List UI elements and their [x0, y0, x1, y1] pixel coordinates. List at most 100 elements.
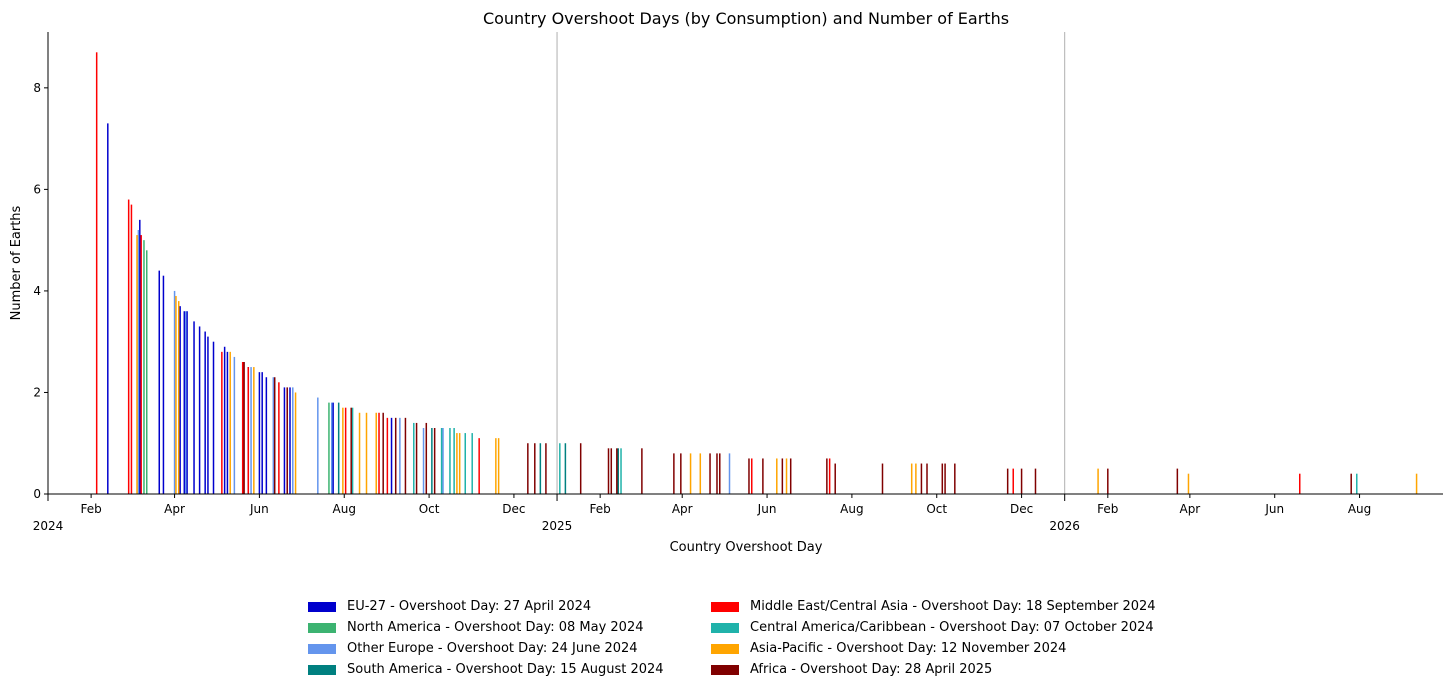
bar-series-4 — [478, 438, 480, 494]
bar-series-7 — [350, 407, 352, 494]
bar-series-4 — [386, 417, 389, 494]
bar-series-4 — [140, 235, 142, 495]
bar-series-6 — [776, 458, 778, 494]
legend-item: Middle East/Central Asia - Overshoot Day… — [711, 596, 1156, 617]
legend-item: South America - Overshoot Day: 15 August… — [308, 659, 664, 680]
bar-series-6 — [689, 453, 692, 494]
bar-series-6 — [294, 392, 297, 494]
legend-item: Other Europe - Overshoot Day: 24 June 20… — [308, 638, 638, 659]
legend-swatch — [308, 664, 336, 675]
bar-series-5 — [440, 428, 443, 494]
x-tick-label: Apr — [164, 502, 185, 516]
bar-series-6 — [456, 433, 458, 494]
bar-series-7 — [1176, 468, 1179, 494]
bar-series-0 — [226, 351, 229, 494]
bar-series-2 — [137, 230, 140, 494]
bar-series-5 — [1356, 473, 1358, 494]
bar-series-7 — [920, 463, 923, 494]
bar-series-1 — [328, 402, 330, 494]
bar-series-5 — [453, 428, 455, 494]
bar-series-0 — [179, 306, 181, 494]
bar-series-6 — [229, 351, 231, 494]
bar-series-5 — [559, 443, 561, 494]
bar-series-0 — [212, 341, 215, 494]
x-tick-label: Jun — [1264, 502, 1284, 516]
bar-series-4 — [751, 458, 753, 494]
bar-series-4 — [344, 407, 347, 494]
bar-series-5 — [449, 428, 451, 494]
legend-item: Africa - Overshoot Day: 28 April 2025 — [711, 659, 992, 680]
bar-series-0 — [198, 326, 201, 494]
bar-series-0 — [390, 417, 393, 494]
bar-series-7 — [394, 417, 397, 494]
bar-series-2 — [422, 428, 425, 494]
bar-series-6 — [497, 438, 500, 494]
bar-series-0 — [183, 311, 186, 494]
bar-series-7 — [716, 453, 718, 494]
bar-series-0 — [261, 372, 263, 494]
bar-series-7 — [709, 453, 711, 494]
legend-label: Middle East/Central Asia - Overshoot Day… — [750, 599, 1156, 614]
legend-swatch — [711, 601, 739, 612]
bar-series-6 — [910, 463, 913, 494]
x-tick-label: Oct — [419, 502, 440, 516]
bar-series-7 — [534, 443, 536, 494]
bar-series-7 — [545, 443, 547, 494]
bar-series-7 — [404, 417, 407, 494]
bar-series-7 — [382, 412, 384, 494]
bar-series-6 — [1415, 473, 1418, 494]
bar-series-7 — [834, 463, 836, 494]
x-year-label: 2024 — [33, 519, 64, 533]
bar-series-2 — [317, 397, 319, 494]
bar-series-3 — [617, 448, 619, 494]
legend-label: Asia-Pacific - Overshoot Day: 12 Novembe… — [750, 641, 1067, 656]
bar-series-4 — [247, 367, 250, 494]
x-tick-label: Feb — [80, 502, 101, 516]
bar-series-7 — [826, 458, 828, 494]
bar-series-7 — [273, 377, 276, 494]
bar-series-7 — [673, 453, 675, 494]
bar-series-7 — [781, 458, 784, 494]
bar-series-4 — [95, 52, 98, 495]
legend-item: North America - Overshoot Day: 08 May 20… — [308, 617, 644, 638]
bar-series-7 — [1107, 468, 1109, 494]
bar-series-0 — [107, 123, 109, 494]
bar-series-0 — [162, 275, 165, 494]
x-year-label: 2025 — [542, 519, 573, 533]
bar-series-4 — [828, 458, 831, 494]
legend-label: Other Europe - Overshoot Day: 24 June 20… — [347, 641, 638, 656]
chart-title: Country Overshoot Days (by Consumption) … — [483, 9, 1009, 28]
bar-series-2 — [250, 367, 252, 494]
bar-series-7 — [1006, 468, 1009, 494]
bar-series-4 — [221, 351, 223, 494]
bar-series-7 — [941, 463, 944, 494]
bar-series-3 — [564, 443, 567, 494]
bar-series-2 — [184, 311, 187, 494]
bar-series-7 — [527, 443, 529, 494]
legend-item: EU-27 - Overshoot Day: 27 April 2024 — [308, 596, 591, 617]
bar-series-7 — [1020, 468, 1023, 494]
bar-series-6 — [699, 453, 702, 494]
bar-series-2 — [442, 428, 444, 494]
bar-series-7 — [610, 448, 613, 494]
bar-series-5 — [351, 407, 354, 494]
bar-series-7 — [641, 448, 643, 494]
legend-swatch — [711, 664, 739, 675]
bar-series-2 — [330, 402, 333, 494]
bar-series-0 — [283, 387, 286, 494]
x-tick-label: Jun — [249, 502, 269, 516]
bar-series-4 — [127, 199, 130, 495]
bar-series-7 — [579, 443, 582, 494]
bar-series-6 — [915, 463, 917, 494]
bar-series-4 — [241, 362, 244, 494]
x-tick-label: Aug — [333, 502, 356, 516]
legend-label: Central America/Caribbean - Overshoot Da… — [750, 620, 1154, 635]
x-tick-label: Dec — [502, 502, 525, 516]
bar-series-7 — [1350, 473, 1352, 494]
bar-series-0 — [258, 372, 261, 494]
x-tick-label: Aug — [840, 502, 863, 516]
bar-series-6 — [495, 438, 497, 494]
bar-series-6 — [1187, 473, 1190, 494]
bar-series-7 — [748, 458, 750, 494]
bar-series-7 — [616, 448, 618, 494]
